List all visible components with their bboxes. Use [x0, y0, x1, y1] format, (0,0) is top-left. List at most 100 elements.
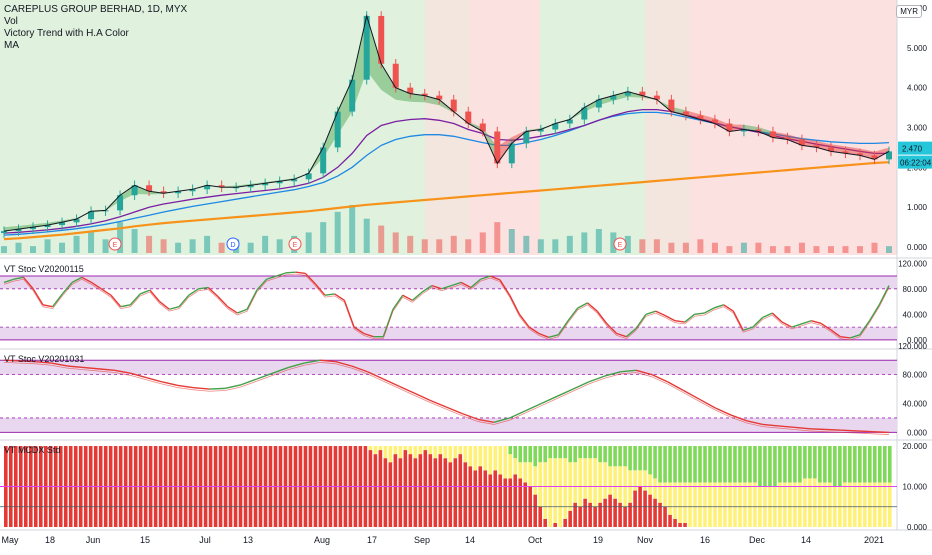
legend-item-victory-trend[interactable]: Victory Trend with H.A Color — [4, 28, 129, 39]
mcdx-bar-green — [873, 446, 877, 483]
mcdx-bar-red — [578, 506, 582, 527]
mcdx-bar-yellow — [823, 482, 827, 527]
volume-bar — [363, 218, 370, 253]
pane-title-stoc2[interactable]: VT Stoc V20201031 — [4, 354, 85, 364]
osc2-line-seg — [699, 398, 716, 409]
osc2-line-seg — [177, 384, 194, 389]
osc1-line-seg — [334, 293, 345, 301]
mcdx-bar-green — [718, 446, 722, 483]
mcdx-bar-yellow — [728, 482, 732, 527]
osc1-line-seg — [304, 273, 316, 285]
mcdx-bar-red — [488, 474, 493, 527]
volume-bar — [508, 229, 515, 253]
mcdx-bar-red — [633, 490, 637, 527]
osc1-line-seg — [343, 300, 355, 328]
mcdx-bar-red — [533, 494, 538, 527]
mcdx-bar-yellow — [723, 482, 727, 527]
osc1-line-seg — [878, 285, 890, 306]
candle-body — [320, 147, 327, 174]
legend-item-ma[interactable]: MA — [4, 40, 19, 51]
osc1-line-seg — [645, 310, 656, 316]
mcdx-bar-green — [763, 446, 767, 487]
mcdx-bar-yellow — [518, 462, 523, 479]
osc1-signal-seg — [704, 309, 715, 316]
candle-body — [131, 185, 138, 196]
osc1-line-seg — [285, 271, 296, 274]
volume-bar — [349, 205, 356, 253]
osc2-line-seg — [130, 372, 147, 379]
mcdx-bar-yellow — [443, 446, 448, 459]
mcdx-bar-yellow — [423, 446, 428, 451]
mcdx-bar-red — [613, 498, 617, 527]
osc1-signal-seg — [811, 322, 822, 326]
osc1-line-seg — [227, 306, 238, 314]
osc2-signal-seg — [588, 377, 605, 385]
osc2-line-seg — [746, 420, 763, 426]
osc1-signal-seg — [188, 290, 199, 298]
osc2-signal-seg — [320, 361, 336, 365]
mcdx-bar-red — [378, 450, 383, 527]
pane-title-stoc1[interactable]: VT Stoc V20200115 — [4, 264, 84, 274]
legend-item-vol[interactable]: Vol — [4, 16, 18, 27]
osc2-line-seg — [398, 385, 416, 395]
osc1-line-seg — [732, 310, 744, 331]
mcdx-bar-yellow — [648, 474, 652, 495]
osc2-signal-seg — [51, 364, 68, 369]
osc2-signal-seg — [35, 363, 52, 366]
osc1-signal-seg — [431, 287, 442, 292]
mcdx-bar-red — [563, 518, 567, 527]
osc1-signal-seg — [382, 311, 394, 339]
mcdx-bar-yellow — [393, 446, 398, 455]
osc2-line-seg — [288, 362, 305, 369]
mcdx-bar-red — [383, 458, 388, 527]
osc1-line-seg — [655, 310, 666, 317]
osc1-signal-seg — [246, 291, 258, 312]
candle-body — [566, 119, 573, 124]
symbol-title[interactable]: CAREPLUS GROUP BERHAD, 1D, MYX — [4, 4, 188, 15]
mcdx-bar-red — [388, 462, 393, 527]
osc1-line-seg — [441, 284, 452, 290]
osc1-line-seg — [42, 304, 53, 308]
mcdx-bar-red — [438, 454, 443, 527]
osc2-signal-seg — [272, 369, 289, 376]
mcdx-bar-yellow — [503, 446, 508, 479]
trend-band-seg — [874, 147, 889, 160]
volume-bar — [392, 232, 399, 253]
mcdx-bar-green — [788, 446, 792, 483]
osc1-signal-seg — [62, 284, 73, 297]
mcdx-bar-green — [533, 446, 538, 467]
currency-badge[interactable]: MYR — [896, 5, 922, 18]
osc2-line-seg — [304, 359, 321, 364]
candle-body — [59, 222, 66, 226]
candle-body — [827, 147, 834, 152]
mcdx-bar-red — [683, 522, 687, 527]
osc2-signal-seg — [778, 427, 795, 430]
volume-bar — [798, 242, 805, 253]
osc1-signal-seg — [626, 330, 637, 339]
osc2-signal-seg — [3, 361, 20, 364]
osc2-signal-seg — [699, 401, 716, 411]
osc1-line-seg — [353, 326, 365, 335]
mcdx-bar-green — [518, 446, 523, 463]
trend-band-seg — [627, 91, 643, 98]
osc1-signal-seg — [460, 283, 471, 290]
osc1-line-seg — [169, 306, 180, 310]
mcdx-bar-green — [858, 446, 862, 483]
candle-body — [450, 99, 457, 112]
osc1-line-seg — [314, 283, 326, 296]
osc2-line-seg — [146, 376, 163, 383]
mcdx-bar-red — [493, 470, 498, 527]
x-tick-1: 18 — [45, 535, 55, 545]
osc1-line-seg — [91, 281, 102, 290]
osc1-line-seg — [120, 304, 131, 308]
pane-title-mcdx[interactable]: VT MCDX Std — [4, 445, 61, 455]
mcdx-bar-red — [543, 518, 547, 527]
candle-body — [291, 179, 298, 182]
osc2-signal-seg — [446, 408, 463, 417]
mcdx-bar-green — [528, 446, 533, 463]
candle-body — [740, 129, 747, 132]
volume-bar — [566, 235, 573, 253]
osc2-signal-seg — [19, 362, 36, 365]
